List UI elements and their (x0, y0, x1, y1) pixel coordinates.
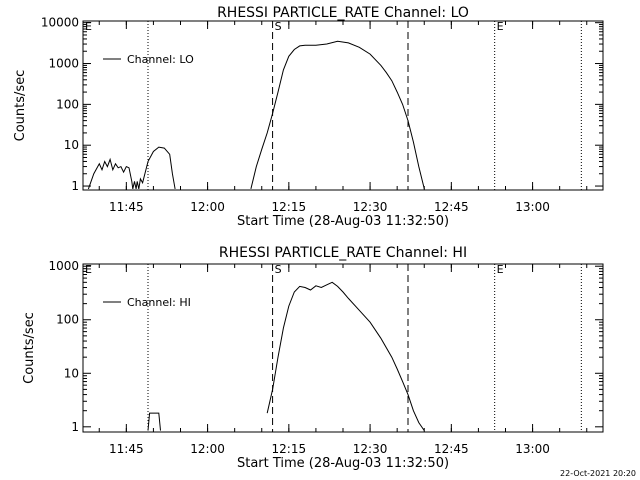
y-tick-label: 100 (56, 313, 79, 327)
y-axis-label: Counts/sec (22, 312, 37, 384)
x-tick-label: 12:45 (434, 442, 469, 456)
x-tick-label: 13:00 (515, 200, 550, 214)
hi-channel-panel: RHESSI PARTICLE_RATE Channel: HI 11:45 12:… (22, 245, 604, 471)
x-tick-label: 12:45 (434, 200, 469, 214)
lo-channel-panel: RHESSI PARTICLE_RATE Channel: LO 11:45 12:… (13, 5, 604, 229)
series-line (147, 412, 161, 431)
x-tick-label: 12:00 (190, 442, 225, 456)
x-tick-label: 12:00 (190, 200, 225, 214)
x-tick-label: 12:30 (353, 200, 388, 214)
y-tick-label: 10 (64, 138, 79, 152)
marker-letter: S (275, 263, 282, 276)
y-tick-label: 1 (71, 420, 79, 434)
legend-label: Channel: LO (127, 53, 194, 66)
marker-letter: E (85, 20, 92, 33)
plot-frame (82, 263, 604, 433)
plot-frame (82, 20, 604, 191)
marker-letter: E (85, 263, 92, 276)
marker-letter: E (497, 263, 504, 276)
y-tick-label: 10000 (41, 16, 79, 30)
x-axis-label: Start Time (28-Aug-03 11:32:50) (237, 214, 449, 229)
x-tick-label: 12:15 (272, 442, 307, 456)
y-tick-label: 10 (64, 366, 79, 380)
chart-title: RHESSI PARTICLE_RATE Channel: HI (219, 245, 467, 261)
marker-letter: E (497, 20, 504, 33)
x-tick-label: 12:15 (272, 200, 307, 214)
series-line (87, 146, 176, 190)
x-tick-label: 13:00 (515, 442, 550, 456)
y-tick-label: 100 (56, 97, 79, 111)
y-tick-label: 1000 (48, 259, 79, 273)
series-line (266, 281, 425, 431)
y-tick-label: 1000 (48, 57, 79, 71)
footer-timestamp: 22-Oct-2021 20:20 (560, 469, 636, 478)
legend-label: Channel: HI (127, 296, 191, 309)
x-tick-label: 12:30 (353, 442, 388, 456)
x-axis-label: Start Time (28-Aug-03 11:32:50) (237, 456, 449, 471)
y-axis-label: Counts/sec (13, 70, 28, 142)
y-tick-label: 1 (71, 179, 79, 193)
x-tick-label: 11:45 (109, 442, 144, 456)
series-line (250, 40, 425, 190)
x-tick-label: 11:45 (109, 200, 144, 214)
marker-letter: S (275, 20, 282, 33)
chart-title: RHESSI PARTICLE_RATE Channel: LO (217, 5, 469, 21)
